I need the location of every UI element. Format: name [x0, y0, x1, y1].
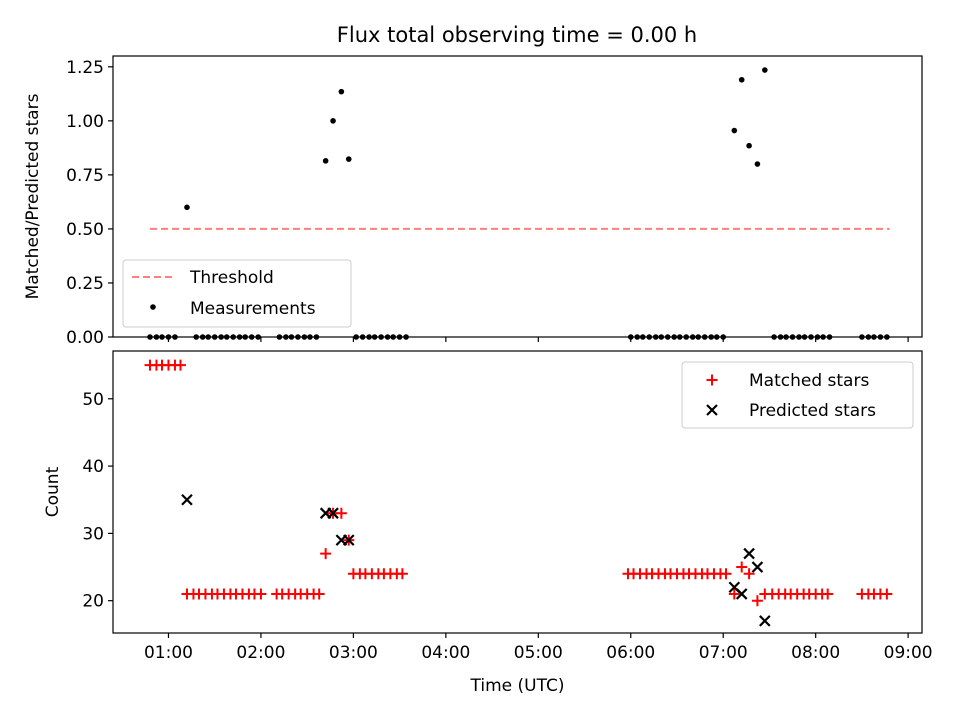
matched-point: [255, 588, 267, 600]
y-tick-label: 0.25: [66, 274, 104, 294]
axes-frame: [112, 55, 923, 338]
series-x: [181, 493, 771, 627]
legend-threshold-label: Threshold: [189, 268, 274, 288]
legend-measurement-label: Measurements: [190, 299, 316, 319]
matched-point: [320, 548, 332, 560]
measurement-point: [330, 118, 336, 124]
predicted-point: [327, 507, 339, 519]
x-tick-label: 05:00: [514, 643, 563, 663]
matched-point: [313, 588, 325, 600]
y-tick-label: 1.00: [66, 112, 104, 132]
y-tick-label: 40: [82, 457, 104, 477]
measurement-point: [322, 158, 329, 164]
predicted-point: [342, 534, 355, 546]
legend-box: [681, 361, 914, 429]
predicted-point: [181, 493, 193, 506]
legend-predicted-label: Predicted stars: [749, 401, 876, 421]
y-tick-label: 1.25: [66, 58, 104, 78]
data-marks: [144, 359, 893, 627]
x-tick-label: 06:00: [606, 643, 655, 663]
measurement-point: [184, 204, 190, 211]
measurement-point: [338, 88, 345, 95]
measurement-point: [738, 76, 745, 83]
legend: Threshold Measurements: [122, 259, 352, 328]
legend-measurement-swatch: [150, 304, 156, 310]
x-tick-label: 01:00: [144, 643, 193, 663]
predicted-point: [735, 588, 748, 600]
matched-point: [736, 561, 748, 573]
count-panel: 20 30 40 50 01:00 02:00 03:00 04:00 05:00 06:00 07…: [43, 350, 933, 696]
predicted-point: [751, 561, 764, 573]
x-tick-label: 08:00: [791, 643, 840, 663]
x-axis-label: Time (UTC): [470, 676, 565, 696]
measurement-point: [754, 161, 761, 167]
x-tick-label: 02:00: [236, 643, 285, 663]
axes-frame: [112, 350, 923, 634]
matched-point: [822, 588, 834, 600]
y-axis-label: Matched/Predicted stars: [23, 93, 43, 299]
matched-point: [881, 588, 893, 600]
y-tick-label: 50: [82, 390, 104, 410]
matched-point: [174, 359, 186, 371]
matched-point: [720, 568, 732, 580]
measurement-point: [746, 142, 752, 149]
y-tick-label: 0.75: [66, 166, 104, 186]
x-tick-label: 07:00: [699, 643, 748, 663]
matched-point: [751, 595, 763, 607]
legend: Matched stars Predicted stars: [681, 361, 914, 429]
predicted-point: [743, 547, 755, 560]
matched-point: [335, 507, 347, 519]
x-tick-label: 04:00: [421, 643, 470, 663]
legend-matched-swatch: [706, 374, 718, 386]
ratio-panel: 0.00 0.25 0.50 0.75 1.00 1.25 Matched/Predicte…: [23, 55, 923, 348]
series-plus: [144, 359, 893, 607]
chart-title: Flux total observing time = 0.00 h: [337, 23, 697, 47]
x-tick-label: 09:00: [884, 643, 933, 663]
y-tick-label: 30: [82, 524, 104, 544]
matched-point: [743, 568, 755, 580]
legend-box: [122, 259, 352, 328]
measurement-point: [345, 156, 352, 162]
y-axis-label: Count: [43, 466, 63, 517]
measurement-point: [762, 67, 768, 73]
legend-predicted-swatch: [706, 404, 718, 416]
measurement-point: [731, 127, 738, 134]
y-tick-label: 0.00: [66, 328, 104, 348]
x-tick-label: 03:00: [329, 643, 378, 663]
y-tick-label: 0.50: [66, 220, 104, 240]
y-tick-label: 20: [82, 592, 104, 612]
matched-point: [396, 568, 408, 580]
predicted-point: [759, 615, 771, 627]
legend-matched-label: Matched stars: [749, 371, 869, 391]
matched-point: [728, 588, 740, 600]
